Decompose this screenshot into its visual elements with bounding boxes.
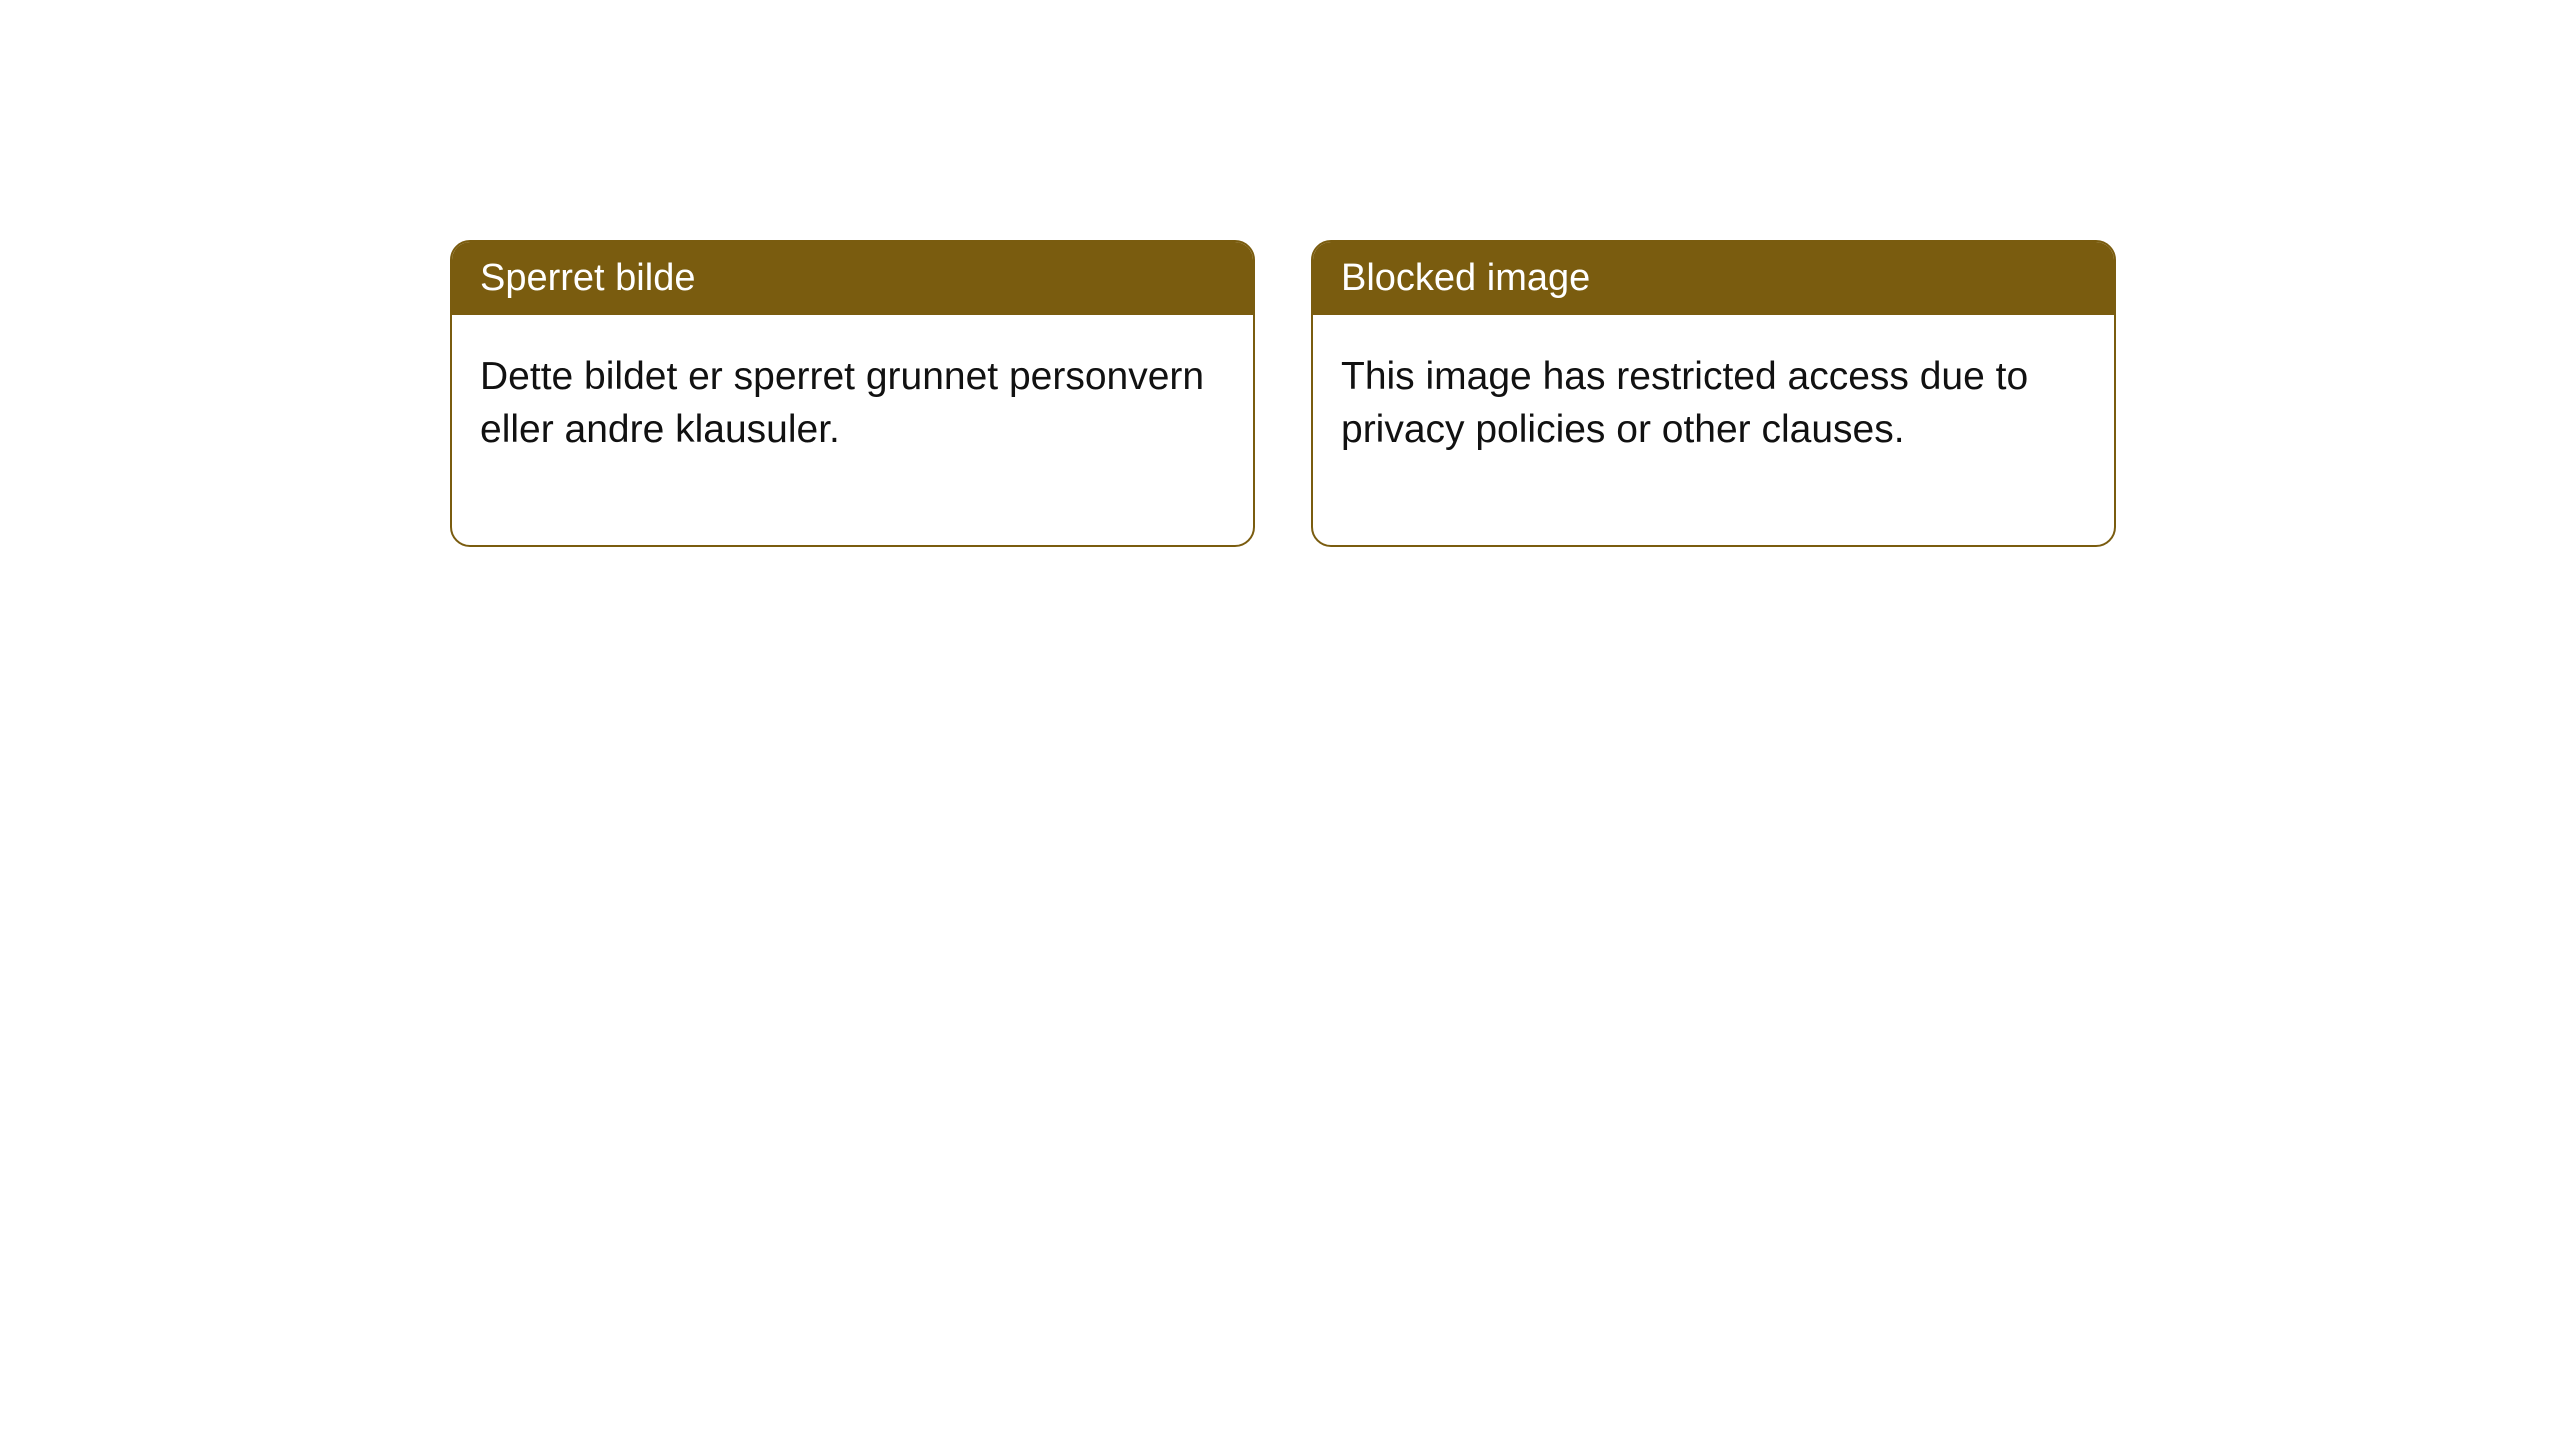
notice-box-no: Sperret bilde Dette bildet er sperret gr… bbox=[450, 240, 1255, 547]
notice-message-no: Dette bildet er sperret grunnet personve… bbox=[452, 315, 1253, 545]
notice-title-en: Blocked image bbox=[1313, 242, 2114, 315]
notice-container: Sperret bilde Dette bildet er sperret gr… bbox=[450, 240, 2116, 547]
notice-title-no: Sperret bilde bbox=[452, 242, 1253, 315]
notice-message-en: This image has restricted access due to … bbox=[1313, 315, 2114, 545]
notice-box-en: Blocked image This image has restricted … bbox=[1311, 240, 2116, 547]
